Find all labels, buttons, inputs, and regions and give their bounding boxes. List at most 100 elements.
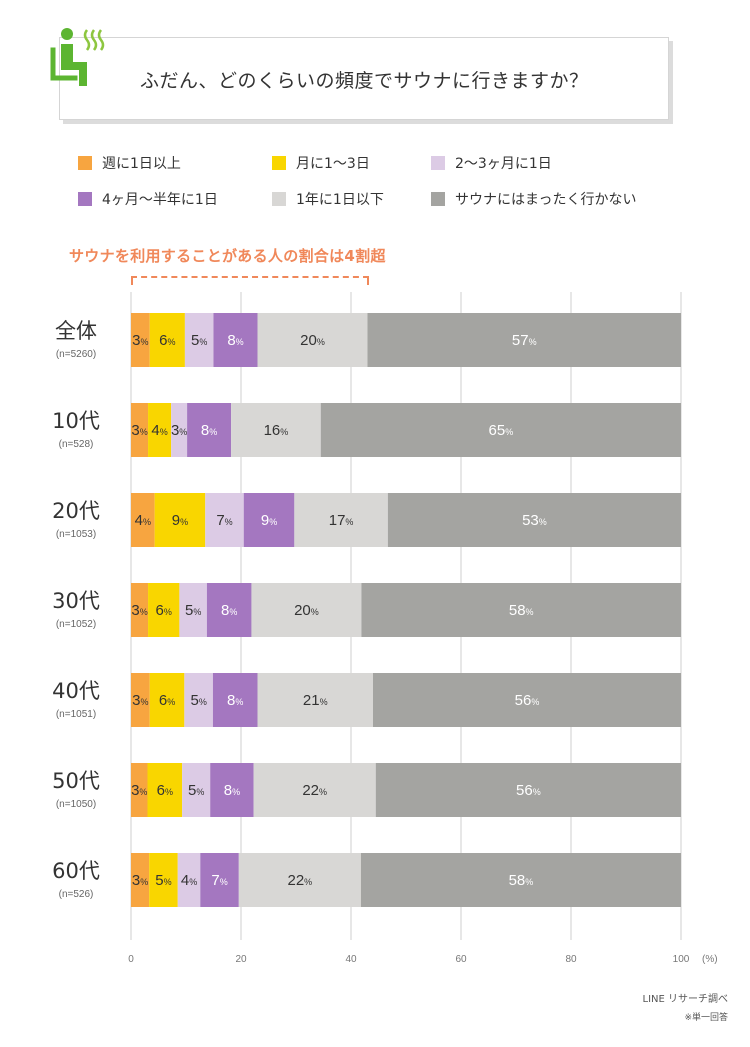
data-label: 4% [181,872,197,889]
bar-segment [257,673,373,727]
x-axis-unit: (%) [702,954,718,965]
bar-segment [367,313,681,367]
data-label: 58% [509,872,534,889]
bar-segment [205,493,244,547]
bar-segment [131,403,149,457]
legend-label-four-months-half-year: 4ヶ月〜半年に1日 [102,192,218,208]
data-label: 3% [171,422,187,439]
bar-segment [131,763,148,817]
x-tick-label: 40 [345,954,357,965]
bar-segment [179,583,207,637]
data-label: 6% [156,602,172,619]
bar-segment [187,403,232,457]
bar-segment [361,583,681,637]
bar-segment [131,673,150,727]
bar-segment [154,493,206,547]
bar-segment [149,853,178,907]
bar-segment [148,583,180,637]
bar-segment [206,583,252,637]
category-label: 40代 [52,679,100,703]
data-label: 22% [302,782,327,799]
data-label: 3% [132,332,148,349]
data-label: 21% [303,692,328,709]
source-note: LINE リサーチ調べ [642,994,729,1005]
data-label: 3% [131,422,147,439]
bar-segment [171,403,188,457]
legend-swatch-two-three-months [431,156,445,170]
highlight-annotation: サウナを利用することがある人の割合は4割超 [69,247,386,265]
data-label: 8% [224,782,240,799]
legend-swatch-yearly [272,192,286,206]
answer-note: ※単一回答 [684,1013,728,1023]
bar-segment [257,313,368,367]
bar-segment [294,493,388,547]
data-label: 8% [201,422,217,439]
category-n-label: (n=1050) [56,799,96,810]
data-label: 20% [294,602,319,619]
data-label: 9% [261,512,277,529]
data-label: 7% [211,872,227,889]
bar-segment [213,313,258,367]
bar-segment [131,853,150,907]
data-label: 8% [221,602,237,619]
data-label: 9% [172,512,188,529]
x-tick-label: 100 [673,954,690,965]
category-n-label: (n=5260) [56,349,96,360]
data-label: 65% [489,422,514,439]
data-label: 4% [151,422,167,439]
sauna-person-icon [50,28,105,86]
bar-segment [131,313,150,367]
bar-segment [320,403,681,457]
bar-segment [177,853,201,907]
legend-item-yearly: 1年に1日以下 [272,189,384,209]
legend-swatch-weekly [78,156,92,170]
data-label: 8% [227,692,243,709]
data-label: 16% [264,422,289,439]
chart-title: ふだん、どのくらいの頻度でサウナに行きますか？ [140,70,589,92]
bar-segment [148,403,172,457]
bar-segment [373,673,681,727]
legend-label-yearly: 1年に1日以下 [296,192,384,208]
data-label: 3% [132,872,148,889]
bar-segment [182,763,211,817]
data-label: 3% [131,782,147,799]
category-n-label: (n=526) [59,889,94,900]
data-label: 5% [191,332,207,349]
data-label: 6% [159,692,175,709]
legend-label-never: サウナにはまったく行かない [455,192,637,208]
category-n-label: (n=1052) [56,619,96,630]
bar-segment [131,493,155,547]
bar-segment [147,763,183,817]
legend-label-monthly: 月に1〜3日 [296,156,370,172]
data-label: 6% [157,782,173,799]
legend-swatch-four-months-half-year [78,192,92,206]
data-label: 8% [227,332,243,349]
bar-segment [231,403,321,457]
category-n-label: (n=528) [59,439,94,450]
category-label: 30代 [52,589,100,613]
data-label: 56% [516,782,541,799]
bar-segment [184,313,214,367]
bar-segment [243,493,295,547]
data-label: 4% [135,512,151,529]
bar-segment [251,583,362,637]
bar-segment [253,763,376,817]
data-label: 5% [190,692,206,709]
category-n-label: (n=1051) [56,709,96,720]
category-label: 60代 [52,859,100,883]
bar-segment [200,853,239,907]
data-label: 6% [159,332,175,349]
data-label: 22% [287,872,312,889]
x-tick-label: 60 [455,954,467,965]
data-label: 3% [131,602,147,619]
bar-segment [360,853,681,907]
bar-segment [149,313,185,367]
bar-segment [375,763,681,817]
legend-label-weekly: 週に1日以上 [102,156,181,172]
data-label: 5% [155,872,171,889]
category-n-label: (n=1053) [56,529,96,540]
data-label: 3% [132,692,148,709]
legend-item-weekly: 週に1日以上 [78,153,181,173]
legend-item-four-months-half-year: 4ヶ月〜半年に1日 [78,189,218,209]
